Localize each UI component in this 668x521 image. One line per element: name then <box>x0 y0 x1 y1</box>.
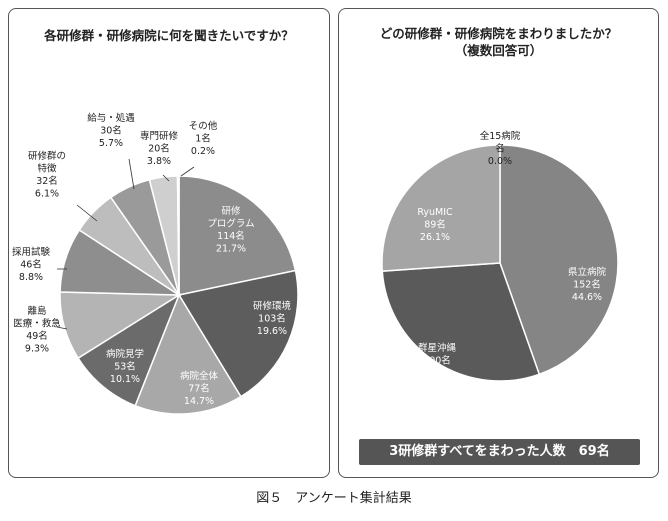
slice-label: その他 1名 0.2% <box>189 120 218 157</box>
right-chart-title: どの研修群・研修病院をまわりましたか？ <box>379 26 618 41</box>
slice-label: 県立病院 152名 44.6% <box>568 266 607 303</box>
slice-label: 離島医療・救急 49名 9.3% <box>13 305 61 355</box>
pie-slice <box>134 293 242 415</box>
slice-label: 研修プログラム 114名 21.7% <box>207 205 254 255</box>
slice-label: 病院見学 53名 10.1% <box>106 348 144 385</box>
pie-slice <box>381 144 501 272</box>
leader-line <box>56 326 68 330</box>
leader-line <box>128 158 135 190</box>
pie-slice <box>499 144 619 376</box>
slice-label: 研修環境 103名 19.6% <box>253 300 292 337</box>
slice-label: 群星沖縄 100名 29.3% <box>418 342 457 379</box>
slice-label: RyuMIC 89名 26.1% <box>417 207 453 243</box>
leader-line <box>180 166 195 177</box>
summary-bar: 3研修群すべてをまわった人数 69名 <box>359 439 640 465</box>
pie-slice <box>178 175 297 296</box>
right-chart-panel: どの研修群・研修病院をまわりましたか？ （複数回答可） 県立病院 152名 44.6… <box>338 8 659 478</box>
slice-label: 採用試験 46名 8.8% <box>12 246 51 283</box>
slice-label: 専門研修 20名 3.8% <box>140 130 179 167</box>
figure-caption: 図５ アンケート集計結果 <box>256 491 412 506</box>
pie-slice <box>176 175 180 296</box>
leader-line <box>76 204 98 222</box>
right-chart-subtitle: （複数回答可） <box>454 43 543 58</box>
slice-label: 給与・処遇 30名 5.7% <box>87 112 135 149</box>
pie-slice <box>77 293 181 407</box>
right-pie-chart: 県立病院 152名 44.6% 群星沖縄 100名 29.3% RyuMIC 89名 26.1%… <box>381 130 619 382</box>
slice-label: 全15病院名 0.0% <box>480 130 521 167</box>
slice-label: 病院全体 77名 14.7% <box>180 370 219 407</box>
pie-slice <box>381 262 541 382</box>
leader-line <box>162 174 170 182</box>
pie-slice <box>177 269 299 398</box>
left-chart-panel: 各研修群・研修病院に何を聞きたいですか？ 研修プログラム 114名 21.7% 研修環… <box>8 8 330 478</box>
slice-label: 研修群の特徴 32名 6.1% <box>28 150 66 200</box>
left-chart-title: 各研修群・研修病院に何を聞きたいですか？ <box>44 28 294 43</box>
left-pie-chart: 研修プログラム 114名 21.7% 研修環境 103名 19.6% 病院全体 77名 14.7… <box>12 112 299 415</box>
